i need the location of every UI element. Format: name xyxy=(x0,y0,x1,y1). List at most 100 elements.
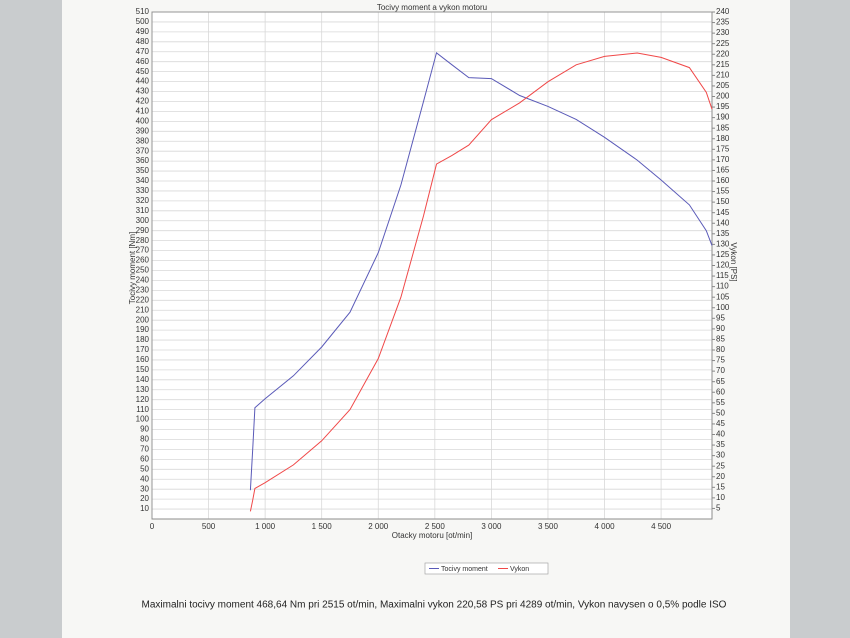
y2-tick-label: 55 xyxy=(716,398,725,407)
y-tick-label: 190 xyxy=(136,325,150,334)
y2-tick-label: 150 xyxy=(716,197,730,206)
y2-tick-label: 160 xyxy=(716,176,730,185)
x-tick-label: 0 xyxy=(150,522,155,531)
y-tick-label: 110 xyxy=(136,405,149,414)
x-tick-label: 3 500 xyxy=(538,522,559,531)
x-tick-label: 4 500 xyxy=(651,522,672,531)
y-tick-label: 330 xyxy=(136,186,150,195)
legend-label: Vykon xyxy=(510,566,529,573)
y-tick-label: 100 xyxy=(136,415,150,424)
y2-tick-label: 120 xyxy=(716,261,730,270)
y-tick-label: 430 xyxy=(136,87,150,96)
y-tick-label: 310 xyxy=(136,206,150,215)
y2-tick-label: 30 xyxy=(716,451,725,460)
y-tick-label: 130 xyxy=(136,385,150,394)
y-tick-label: 510 xyxy=(136,7,150,16)
y-tick-label: 180 xyxy=(136,335,150,344)
y2-tick-label: 235 xyxy=(716,18,730,27)
series-line xyxy=(249,51,713,491)
y-tick-label: 320 xyxy=(136,196,150,205)
y-tick-label: 160 xyxy=(136,355,150,364)
y-tick-label: 390 xyxy=(136,126,150,135)
y2-tick-label: 20 xyxy=(716,472,725,481)
series-line xyxy=(249,52,713,512)
y-tick-label: 380 xyxy=(136,136,150,145)
y2-tick-label: 105 xyxy=(716,292,730,301)
y-tick-label: 410 xyxy=(136,107,150,116)
y-tick-label: 280 xyxy=(136,236,150,245)
y-tick-label: 300 xyxy=(136,216,150,225)
y2-tick-label: 10 xyxy=(716,493,725,502)
y2-tick-label: 205 xyxy=(716,81,730,90)
plot-area xyxy=(151,11,713,520)
y-tick-label: 10 xyxy=(140,504,149,513)
y2-tick-label: 60 xyxy=(716,387,725,396)
y2-tick-label: 15 xyxy=(716,482,725,491)
y-tick-label: 470 xyxy=(136,47,150,56)
y2-tick-label: 190 xyxy=(716,113,730,122)
y2-tick-label: 50 xyxy=(716,408,725,417)
y2-tick-label: 210 xyxy=(716,70,730,79)
y2-tick-label: 70 xyxy=(716,366,725,375)
y-tick-label: 250 xyxy=(136,266,150,275)
y2-tick-label: 95 xyxy=(716,313,725,322)
x-tick-label: 2 000 xyxy=(368,522,389,531)
y-tick-label: 210 xyxy=(136,305,150,314)
y2-tick-label: 230 xyxy=(716,28,730,37)
y2-tick-label: 140 xyxy=(716,218,730,227)
y2-tick-label: 135 xyxy=(716,229,730,238)
y-tick-label: 260 xyxy=(136,256,150,265)
y2-tick-label: 5 xyxy=(716,504,721,513)
footer-note: Maximalni tocivy moment 468,64 Nm pri 25… xyxy=(142,600,727,611)
y2-tick-label: 165 xyxy=(716,166,730,175)
y-tick-label: 450 xyxy=(136,67,150,76)
y2-tick-label: 75 xyxy=(716,356,725,365)
x-tick-label: 4 000 xyxy=(595,522,616,531)
y-tick-label: 350 xyxy=(136,166,150,175)
y-tick-label: 50 xyxy=(140,464,149,473)
y2-tick-label: 125 xyxy=(716,250,730,259)
x-axis-label: Otacky motoru [ot/min] xyxy=(392,531,472,540)
y2-tick-label: 145 xyxy=(716,208,730,217)
y2-tick-label: 200 xyxy=(716,92,730,101)
y2-tick-label: 180 xyxy=(716,134,730,143)
x-tick-label: 3 000 xyxy=(481,522,502,531)
y-tick-label: 70 xyxy=(140,445,149,454)
y-tick-label: 120 xyxy=(136,395,150,404)
y-tick-label: 270 xyxy=(136,246,150,255)
y-tick-label: 230 xyxy=(136,285,150,294)
y-tick-label: 420 xyxy=(136,97,150,106)
y2-axis-label: Vykon [PS] xyxy=(729,242,738,281)
y-tick-label: 220 xyxy=(136,295,150,304)
x-tick-label: 1 500 xyxy=(312,522,333,531)
y-tick-label: 490 xyxy=(136,27,150,36)
y-tick-label: 80 xyxy=(140,435,149,444)
y2-tick-label: 170 xyxy=(716,155,730,164)
y-tick-label: 60 xyxy=(140,454,149,463)
y2-tick-label: 215 xyxy=(716,60,730,69)
y2-tick-label: 45 xyxy=(716,419,725,428)
y-tick-label: 90 xyxy=(140,425,149,434)
y-tick-label: 240 xyxy=(136,276,150,285)
y2-tick-label: 175 xyxy=(716,144,730,153)
legend-label: Tocivy moment xyxy=(441,566,488,573)
y2-tick-label: 240 xyxy=(716,7,730,16)
y-tick-label: 360 xyxy=(136,156,150,165)
y2-tick-label: 130 xyxy=(716,239,730,248)
y-tick-label: 150 xyxy=(136,365,150,374)
y-tick-label: 370 xyxy=(136,146,150,155)
y2-tick-label: 220 xyxy=(716,49,730,58)
x-tick-label: 1 000 xyxy=(255,522,276,531)
y-tick-label: 440 xyxy=(136,77,150,86)
x-tick-label: 500 xyxy=(202,522,216,531)
y-axis-label: Tocivy moment [Nm] xyxy=(128,232,137,304)
y2-tick-label: 100 xyxy=(716,303,730,312)
y-tick-label: 140 xyxy=(136,375,150,384)
y2-tick-label: 155 xyxy=(716,187,730,196)
y2-tick-label: 85 xyxy=(716,335,725,344)
y-tick-label: 20 xyxy=(140,494,149,503)
chart-title: Tocivy moment a vykon motoru xyxy=(377,3,487,12)
y2-tick-label: 35 xyxy=(716,440,725,449)
y-tick-label: 500 xyxy=(136,17,150,26)
y-tick-label: 340 xyxy=(136,176,150,185)
